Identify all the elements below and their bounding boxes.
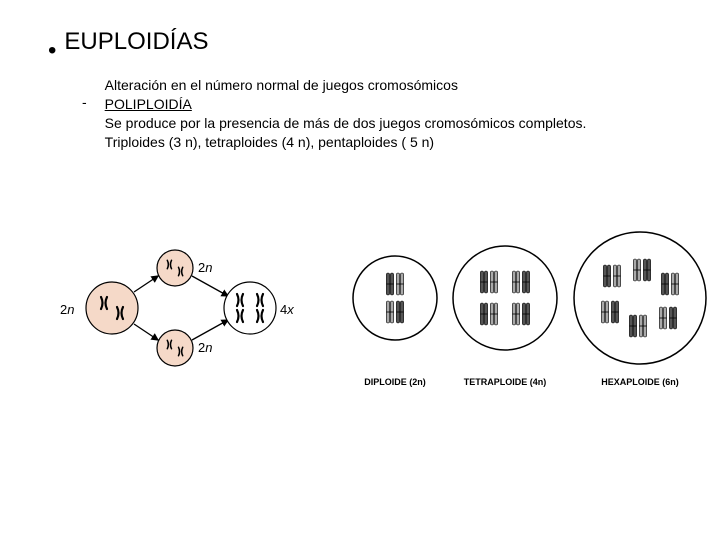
right-diagram: DIPLOIDE (2n) TETRAPLOIDE (4n) HEXAPLOIDE … — [353, 232, 706, 387]
cell-label: 4x — [280, 302, 294, 317]
cell-circle — [157, 330, 193, 366]
dash-marker: - — [82, 94, 87, 152]
arrow — [192, 276, 228, 296]
page-title: EUPLOIDÍAS — [64, 28, 208, 56]
ploidy-cell — [353, 256, 437, 340]
arrow — [192, 320, 228, 340]
cell-label: 2n — [198, 340, 212, 355]
cell-label: 2n — [198, 260, 212, 275]
body-line-1: Alteración en el número normal de juegos… — [105, 76, 587, 95]
body-text: Alteración en el número normal de juegos… — [105, 76, 587, 152]
arrow — [134, 324, 158, 340]
title-row: • EUPLOIDÍAS — [48, 28, 672, 74]
ploidy-label: TETRAPLOIDE (4n) — [464, 377, 547, 387]
body-block: - Alteración en el número normal de jueg… — [82, 76, 672, 152]
ploidy-label: DIPLOIDE (2n) — [364, 377, 426, 387]
arrow — [134, 276, 158, 292]
slide-content: • EUPLOIDÍAS - Alteración en el número n… — [0, 0, 720, 152]
body-subheading: POLIPLOIDÍA — [105, 95, 587, 114]
body-line-3: Triploides (3 n), tetraploides (4 n), pe… — [105, 133, 587, 152]
left-diagram: 2n 2n 2n 4x — [60, 250, 294, 366]
bullet-icon: • — [48, 39, 56, 63]
cell-circle — [86, 282, 138, 334]
ploidy-label: HEXAPLOIDE (6n) — [601, 377, 679, 387]
ploidy-cell — [574, 232, 706, 364]
cell-circle — [157, 250, 193, 286]
cell-circle — [224, 282, 276, 334]
body-line-2: Se produce por la presencia de más de do… — [105, 114, 587, 133]
figures-svg: 2n 2n 2n 4x DIPLOIDE (2n) TETRAPLOIDE (4n) HE… — [0, 230, 720, 470]
cell-label: 2n — [60, 302, 74, 317]
ploidy-cell — [453, 246, 557, 350]
